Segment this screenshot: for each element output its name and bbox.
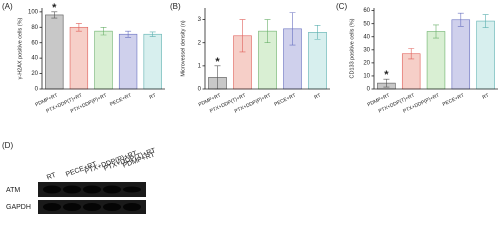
bar [69,26,89,90]
y-tick-label: 40 [31,56,38,62]
y-tick-label: 30 [363,47,370,53]
error-bar [51,11,58,19]
bar [476,20,495,90]
error-bar [289,12,296,46]
panel-label: (B) [170,2,181,11]
x-tick-label: PECE+RT [109,93,132,108]
x-tick-label: RT [482,93,490,101]
error-bar [239,19,246,53]
error-bar [264,19,271,44]
panel-label: (D) [2,141,13,150]
error-bar [408,48,415,60]
y-tick-label: 10 [363,74,370,80]
y-tick-label: 40 [363,34,370,40]
x-tick-label: PECE+RT [442,93,465,108]
bar [308,31,327,90]
bar [118,33,138,90]
error-bar [314,25,321,40]
y-tick-label: 3 [198,17,202,23]
y-axis-label: γ-H2AX positive cells (%) [17,17,23,79]
blot-bands [43,185,141,211]
y-tick-label: 0 [35,87,39,93]
panel-label: (C) [336,2,347,11]
error-bar [75,23,82,32]
blot-row-label: ATM [6,187,20,194]
page-body: {"chart_data": [ {"type": "bar", "panel"… [0,0,500,216]
x-tick-label: RT [149,93,157,101]
figure: (D) ATM GAPDH (A) γ-H2AX positive cells (… [2,2,498,214]
annotation: * [52,2,57,14]
y-tick-label: 0 [198,87,202,93]
y-tick-label: 20 [363,60,370,66]
bar [426,31,446,90]
error-bar [482,14,489,28]
y-tick-label: 0 [367,87,371,93]
error-bar [433,24,439,39]
error-bar [457,12,464,27]
y-tick-label: 1 [198,63,202,69]
y-tick-label: 20 [31,71,38,77]
error-bar [100,26,107,36]
y-tick-label: 50 [363,21,370,27]
blot-row-label: GAPDH [6,204,31,211]
y-axis-label: Microvessel density (n) [180,20,186,76]
lane-label: RT [46,172,58,182]
page: body { margin: 0; width: 500px; height: … [0,0,500,216]
annotation: * [215,56,220,68]
y-tick-label: 60 [31,40,38,46]
error-bar [125,30,132,38]
bar [45,14,64,90]
bar [94,30,113,90]
annotation: * [384,69,389,81]
error-bar [383,78,390,88]
y-tick-label: 100 [28,9,39,15]
y-tick-label: 80 [31,25,38,31]
x-tick-label: RT [313,93,321,101]
y-tick-label: 60 [363,8,370,14]
y-tick-label: 2 [198,40,202,46]
y-axis-label: CD133 positive cells (%) [349,18,355,78]
panel-label: (A) [2,2,13,11]
x-tick-label: PECE+RT [273,93,296,108]
bar [143,33,162,90]
error-bar [149,31,156,37]
bar [451,19,471,90]
